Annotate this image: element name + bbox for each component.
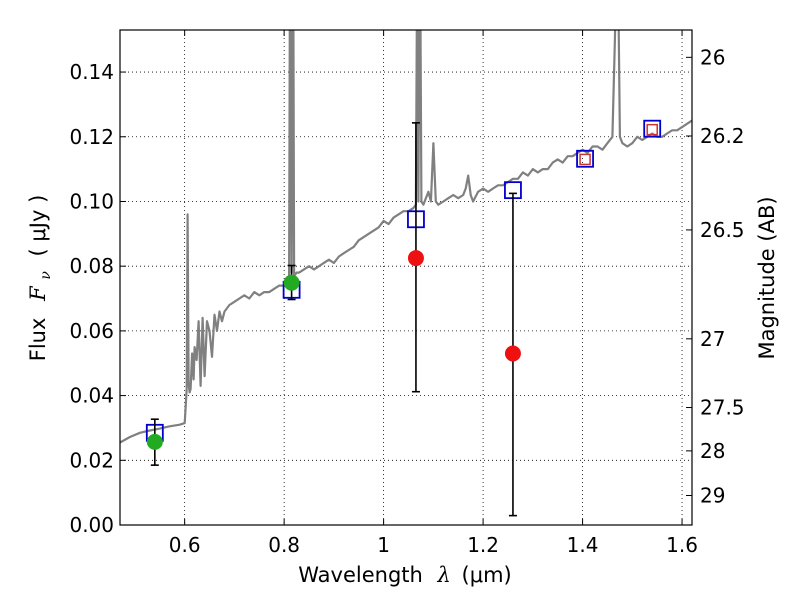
x-tick-label: 1	[377, 533, 390, 557]
x-tick-label: 1.6	[666, 533, 698, 557]
y2-tick-label: 26.5	[700, 218, 745, 242]
y-tick-label: 0.10	[69, 189, 114, 213]
secondary-model-marker	[646, 123, 658, 136]
y-tick-label: 0.02	[69, 448, 114, 472]
y-tick-label: 0.08	[69, 254, 114, 278]
y2-tick-label: 29	[700, 483, 725, 507]
secondary-model-marker	[579, 153, 591, 166]
plot-area	[120, 30, 692, 517]
x-tick-label: 0.6	[169, 533, 201, 557]
y-tick-label: 0.04	[69, 384, 114, 408]
y-tick-label: 0.00	[69, 513, 114, 537]
y-tick-label: 0.12	[69, 125, 114, 149]
detection-point	[146, 433, 163, 450]
x-tick-label: 1.4	[567, 533, 599, 557]
y2-tick-label: 28	[700, 439, 725, 463]
y2-axis-title: Magnitude (AB)	[755, 196, 779, 359]
x-tick-label: 0.8	[268, 533, 300, 557]
model-photometry-marker	[643, 119, 662, 138]
low-signal-point	[504, 345, 521, 362]
model-photometry-marker	[576, 149, 594, 168]
spectrum-line	[120, 30, 692, 444]
y-axis-title: Flux F ν ( μJy )	[26, 195, 55, 362]
detection-point	[283, 274, 300, 291]
plot-frame	[119, 29, 693, 526]
y2-tick-label: 27	[700, 327, 725, 351]
y-tick-label: 0.06	[69, 319, 114, 343]
x-axis-title: Wavelength λ (μm)	[298, 563, 511, 587]
y-tick-label: 0.14	[69, 60, 114, 84]
y2-tick-label: 27.5	[700, 396, 745, 420]
low-signal-point	[407, 250, 424, 267]
axis-ticks	[120, 30, 692, 526]
y2-tick-label: 26.2	[700, 124, 745, 148]
y2-tick-label: 26	[700, 45, 725, 69]
grid	[120, 30, 692, 526]
x-tick-label: 1.2	[467, 533, 499, 557]
tick-labels: 0.6 0.8 1 1.2 1.4 1.6 0.00 0.02 0.04 0.06 0.08 0.10…	[69, 45, 744, 557]
